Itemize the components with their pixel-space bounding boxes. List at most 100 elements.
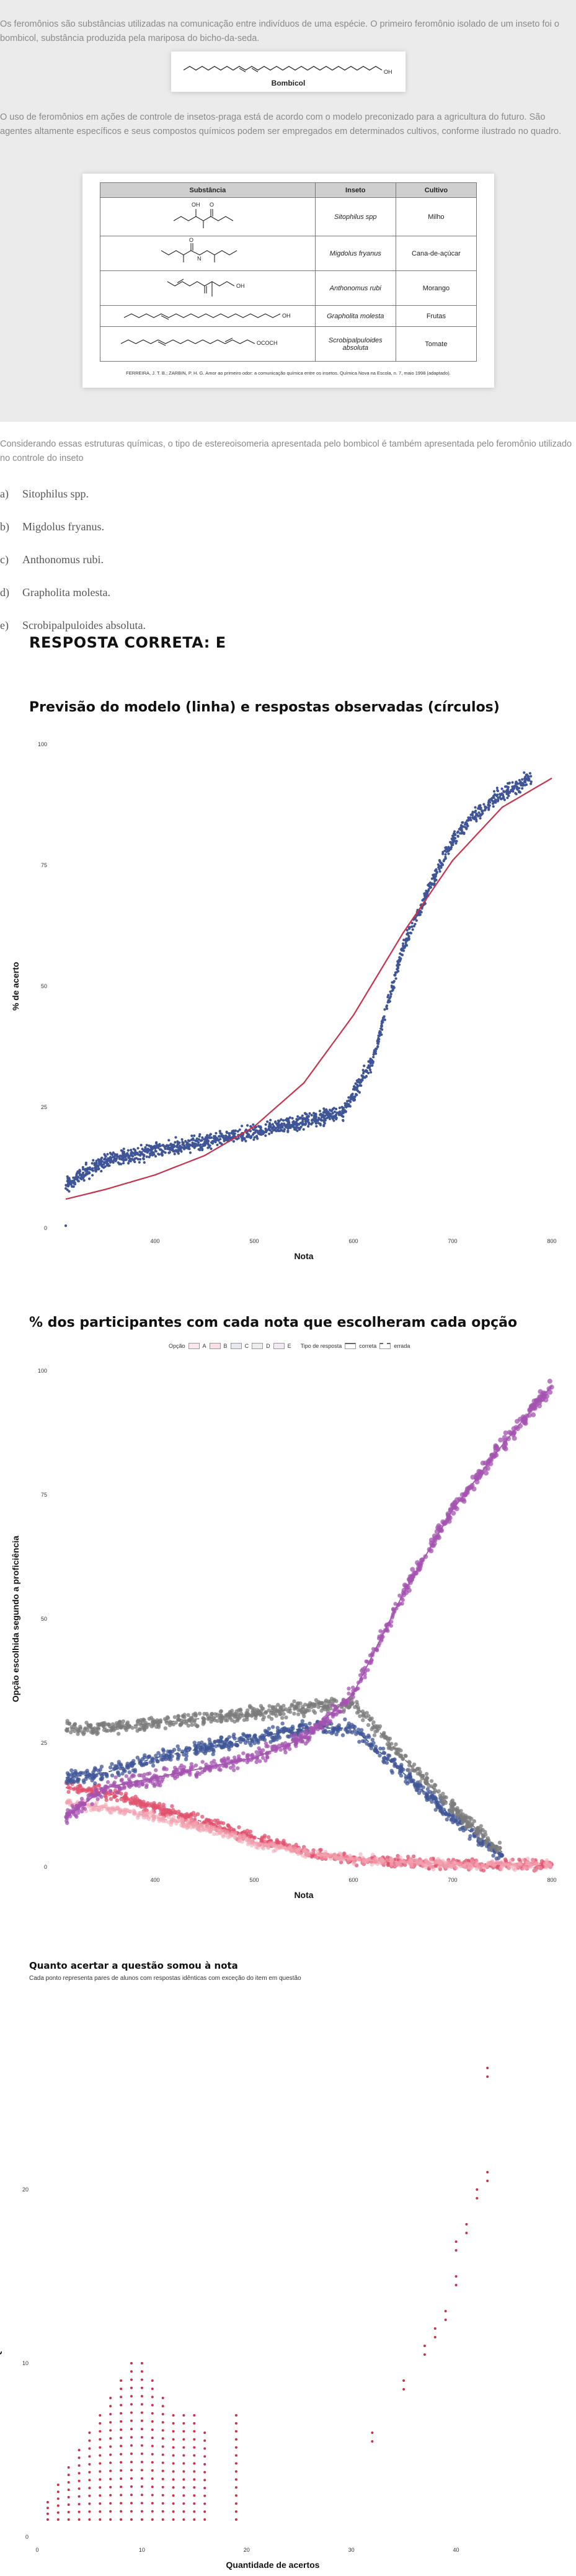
data-point-option-e bbox=[293, 1736, 298, 1740]
data-point bbox=[394, 977, 397, 980]
data-point bbox=[146, 1151, 149, 1154]
data-point bbox=[414, 917, 417, 920]
data-point bbox=[145, 1149, 148, 1152]
data-point bbox=[204, 1136, 208, 1139]
data-point bbox=[454, 842, 458, 845]
data-point-option-d bbox=[178, 1723, 182, 1727]
data-point-option-b bbox=[502, 1862, 507, 1866]
option-d[interactable]: d) Grapholita molesta. bbox=[0, 586, 110, 599]
data-point-option-b bbox=[151, 1818, 156, 1823]
data-point-option-c bbox=[382, 1751, 387, 1755]
data-point bbox=[193, 1144, 196, 1148]
legend-key-wrong bbox=[379, 1343, 391, 1349]
data-point-option-c bbox=[94, 1767, 98, 1772]
option-c[interactable]: c) Anthonomus rubi. bbox=[0, 553, 104, 566]
data-point bbox=[145, 1144, 148, 1147]
data-point-option-d bbox=[467, 1816, 472, 1820]
data-point bbox=[477, 805, 481, 808]
data-point-option-d bbox=[261, 1706, 265, 1711]
data-point bbox=[528, 777, 531, 780]
x-tick-label: 600 bbox=[348, 1238, 358, 1244]
data-point-option-e bbox=[99, 1794, 104, 1799]
data-point bbox=[318, 1110, 322, 1113]
data-point bbox=[463, 832, 466, 836]
data-point bbox=[186, 1145, 189, 1148]
data-point-option-c bbox=[425, 1798, 429, 1802]
data-point bbox=[461, 821, 464, 824]
data-point-option-e bbox=[484, 1470, 489, 1476]
data-point bbox=[64, 1184, 68, 1187]
data-point bbox=[365, 1075, 368, 1078]
data-point-option-b bbox=[157, 1814, 161, 1818]
data-point bbox=[310, 1123, 313, 1126]
data-point-option-e bbox=[119, 1778, 123, 1783]
data-point-option-a bbox=[294, 1842, 298, 1847]
data-point bbox=[389, 992, 392, 996]
data-point bbox=[490, 798, 493, 801]
data-point-option-c bbox=[164, 1757, 168, 1762]
data-point bbox=[66, 1188, 69, 1192]
data-point-option-e bbox=[202, 1768, 206, 1773]
data-point-option-b bbox=[89, 1808, 93, 1812]
data-point bbox=[471, 811, 474, 814]
structure-cell: OH O bbox=[100, 197, 316, 236]
data-point bbox=[167, 1139, 171, 1142]
data-point bbox=[352, 1085, 356, 1089]
data-point bbox=[78, 1174, 82, 1177]
data-point-option-c bbox=[184, 1754, 188, 1758]
data-point-option-e bbox=[311, 1731, 316, 1735]
data-point bbox=[191, 1141, 194, 1144]
data-point-option-c bbox=[143, 1753, 147, 1757]
insect-cell: Grapholita molesta bbox=[314, 305, 396, 327]
data-point-option-e bbox=[200, 1760, 205, 1764]
data-point-option-b bbox=[303, 1855, 308, 1859]
data-point-option-e bbox=[66, 1811, 70, 1816]
data-point-option-b bbox=[241, 1833, 246, 1837]
crop-cell: Milho bbox=[395, 197, 477, 236]
data-point bbox=[438, 860, 441, 863]
crop-cell: Frutas bbox=[395, 305, 477, 327]
data-point bbox=[109, 1157, 112, 1160]
data-point bbox=[503, 790, 506, 793]
data-point-option-e bbox=[236, 1766, 240, 1770]
data-point-option-b bbox=[525, 1860, 529, 1864]
data-point bbox=[198, 1148, 202, 1152]
data-point-option-d bbox=[167, 1723, 172, 1727]
data-point-option-c bbox=[419, 1784, 423, 1788]
data-point bbox=[131, 1151, 134, 1154]
data-point bbox=[141, 1148, 144, 1151]
data-point bbox=[473, 811, 476, 814]
data-point-option-d bbox=[191, 1713, 196, 1717]
data-point bbox=[357, 1078, 361, 1081]
data-point-option-a bbox=[158, 1804, 163, 1809]
data-point-option-c bbox=[117, 1762, 121, 1767]
data-point bbox=[277, 1126, 280, 1130]
data-point-option-b bbox=[538, 1866, 543, 1870]
data-point-option-c bbox=[71, 1779, 76, 1784]
data-point-option-d bbox=[233, 1719, 237, 1724]
data-point-option-a bbox=[152, 1801, 156, 1805]
data-point-option-b bbox=[117, 1807, 122, 1812]
data-point bbox=[186, 1141, 189, 1144]
option-e[interactable]: e) Scrobipalpuloides absoluta. bbox=[0, 619, 146, 631]
data-point-option-c bbox=[348, 1726, 352, 1730]
data-point-option-b bbox=[477, 1865, 481, 1870]
data-point bbox=[506, 788, 509, 791]
option-a[interactable]: a) Sitophilus spp. bbox=[0, 488, 89, 500]
structure-cell: OCOCH bbox=[100, 326, 316, 362]
x-tick-label: 800 bbox=[547, 1238, 556, 1244]
data-point-option-d bbox=[120, 1723, 125, 1727]
data-point-option-c bbox=[399, 1773, 404, 1778]
option-b[interactable]: b) Migdolus fryanus. bbox=[0, 520, 104, 533]
data-point-option-d bbox=[490, 1843, 495, 1848]
data-point bbox=[275, 1130, 278, 1133]
data-point bbox=[184, 1139, 187, 1143]
data-point-option-e bbox=[293, 1742, 298, 1747]
data-point bbox=[268, 1121, 272, 1125]
data-point bbox=[286, 1124, 290, 1127]
data-point bbox=[355, 1087, 358, 1090]
data-point-option-c bbox=[65, 1781, 70, 1785]
data-point bbox=[529, 780, 533, 783]
data-point-option-b bbox=[329, 1856, 333, 1861]
data-point bbox=[118, 1157, 121, 1160]
